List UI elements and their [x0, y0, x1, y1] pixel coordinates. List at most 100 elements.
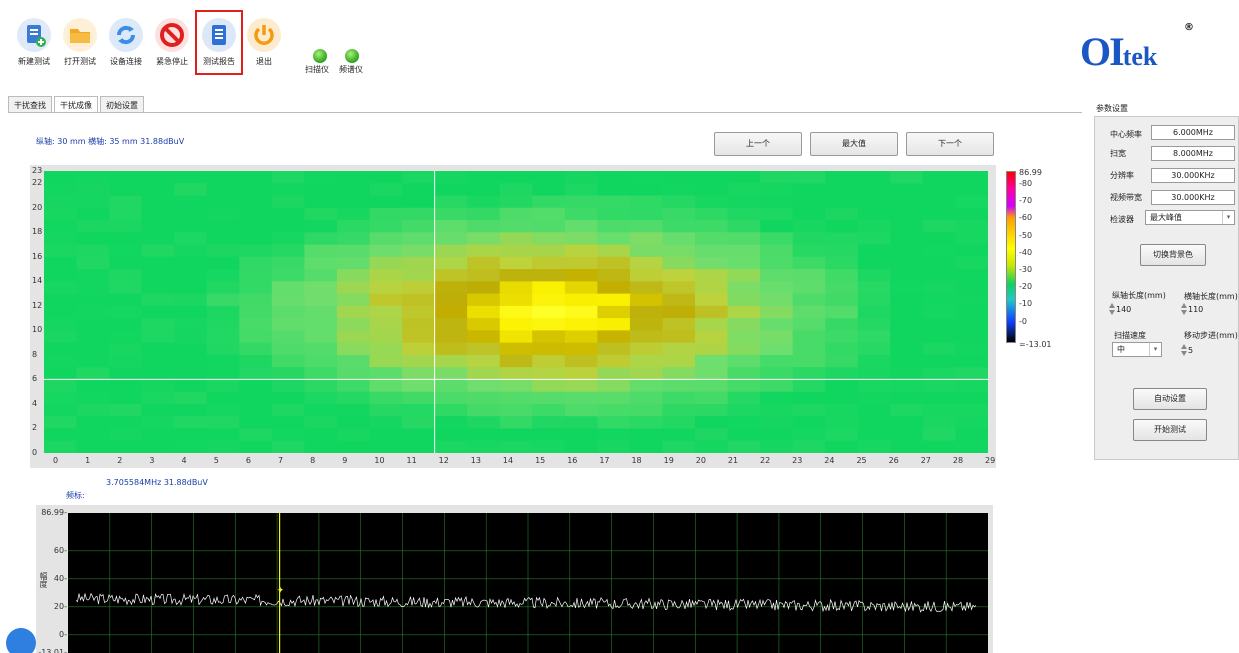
heatmap-cell — [206, 244, 240, 258]
heatmap-y-tick: 12 — [32, 300, 43, 310]
heatmap-cell — [695, 244, 729, 258]
step-value[interactable]: 5 — [1188, 346, 1194, 355]
heatmap-cell — [467, 293, 501, 307]
heatmap-cell — [271, 428, 306, 442]
heatmap-cell — [825, 220, 859, 233]
heatmap-cell — [727, 281, 761, 295]
heatmap-cell — [564, 428, 598, 442]
spectrum-trace — [75, 592, 977, 613]
floating-assistant-icon[interactable] — [6, 628, 36, 653]
center-freq-field[interactable]: 6.000MHz — [1151, 125, 1235, 140]
heatmap-cell — [467, 281, 501, 295]
device-connect-button[interactable]: 设备连接 — [104, 18, 148, 66]
heatmap-cell — [304, 428, 338, 442]
heatmap-cell — [662, 171, 696, 184]
heatmap-cell — [597, 391, 631, 405]
heatmap-cell — [434, 318, 468, 331]
heatmap-cell — [369, 305, 403, 319]
y-length-stepper[interactable] — [1108, 302, 1116, 316]
heatmap-cell — [206, 330, 240, 344]
heatmap-cell — [76, 183, 110, 197]
heatmap-cell — [597, 171, 631, 184]
heatmap-cell — [564, 318, 598, 331]
spectrum-plot[interactable]: ✦ — [68, 513, 988, 653]
heatmap-cell — [499, 220, 533, 233]
heatmap-cell — [890, 354, 924, 368]
heatmap-x-tick: 19 — [663, 456, 674, 465]
heatmap-cell — [434, 281, 468, 295]
heatmap-cell — [271, 379, 306, 393]
heatmap-readout: 纵轴: 30 mm 横轴: 35 mm 31.88dBuV — [36, 137, 185, 146]
step-stepper[interactable] — [1180, 343, 1188, 357]
heatmap-cell — [141, 403, 175, 417]
heatmap-cell — [760, 318, 794, 331]
heatmap-cell — [76, 428, 110, 442]
heatmap-cell — [760, 244, 794, 258]
span-field[interactable]: 8.000MHz — [1151, 146, 1235, 161]
heatmap-cell — [825, 269, 859, 282]
heatmap-y-tick: 23 — [32, 166, 43, 175]
emergency-stop-button[interactable]: 紧急停止 — [150, 18, 194, 66]
heatmap-x-tick: 4 — [181, 456, 187, 465]
tab-initial-settings[interactable]: 初始设置 — [100, 96, 144, 113]
heatmap-cell — [955, 281, 988, 295]
heatmap-cell — [564, 232, 598, 246]
exit-button[interactable]: 退出 — [242, 18, 286, 66]
heatmap-cell — [922, 171, 957, 184]
switch-background-button[interactable]: 切换背景色 — [1140, 244, 1206, 266]
heatmap-cell — [174, 207, 208, 221]
heatmap-cell — [76, 195, 110, 209]
heatmap-cell — [239, 318, 273, 331]
heatmap-cell — [629, 440, 664, 453]
auto-setup-button[interactable]: 自动设置 — [1133, 388, 1207, 410]
heatmap-cell — [304, 403, 338, 417]
detector-select[interactable]: 最大峰值 ▾ — [1145, 210, 1235, 225]
heatmap-cell — [109, 367, 143, 381]
heatmap-cell — [792, 379, 826, 393]
heatmap-cell — [955, 391, 988, 405]
heatmap-cell — [141, 354, 175, 368]
heatmap-cell — [597, 183, 631, 197]
analyzer-status-label: 频谱仪 — [339, 65, 363, 74]
tab-interference-search[interactable]: 干扰查找 — [8, 96, 52, 113]
max-value-button[interactable]: 最大值 — [810, 132, 898, 156]
heatmap-cell — [44, 195, 78, 209]
heatmap-cell — [336, 403, 371, 417]
heatmap-cell — [857, 428, 891, 442]
heatmap-x-tick: 5 — [213, 456, 219, 465]
previous-button[interactable]: 上一个 — [714, 132, 802, 156]
heatmap-cell — [532, 318, 566, 331]
x-length-stepper[interactable] — [1180, 302, 1188, 316]
heatmap-cell — [890, 281, 924, 295]
vbw-field[interactable]: 30.000KHz — [1151, 190, 1235, 205]
heatmap-cell — [239, 195, 273, 209]
new-test-button[interactable]: 新建测试 — [12, 18, 56, 66]
rbw-field[interactable]: 30.000KHz — [1151, 168, 1235, 183]
next-button[interactable]: 下一个 — [906, 132, 994, 156]
open-test-button[interactable]: 打开测试 — [58, 18, 102, 66]
heatmap-cell — [727, 342, 761, 356]
heatmap-canvas — [44, 171, 988, 453]
test-report-button[interactable]: 测试报告 — [197, 18, 241, 66]
heatmap-cell — [564, 391, 598, 405]
heatmap-cell — [304, 318, 338, 331]
start-test-button[interactable]: 开始测试 — [1133, 419, 1207, 441]
heatmap-cell — [564, 293, 598, 307]
scan-speed-select[interactable]: 中 ▾ — [1112, 342, 1162, 357]
heatmap-cell — [662, 195, 696, 209]
y-length-value[interactable]: 140 — [1116, 305, 1132, 314]
heatmap-cell — [239, 207, 273, 221]
heatmap-cell — [402, 379, 436, 393]
scanner-status-led — [313, 49, 327, 63]
heatmap-cell — [597, 269, 631, 282]
heatmap-cell — [695, 183, 729, 197]
x-length-value[interactable]: 110 — [1188, 305, 1204, 314]
heatmap-cell — [336, 416, 371, 430]
heatmap-cell — [792, 293, 826, 307]
heatmap-cell — [206, 416, 240, 430]
heatmap-cell — [857, 354, 891, 368]
heatmap-cell — [304, 305, 338, 319]
heatmap-plot[interactable] — [44, 171, 988, 453]
heatmap-cell — [109, 318, 143, 331]
tab-interference-imaging[interactable]: 干扰成像 — [54, 96, 98, 113]
